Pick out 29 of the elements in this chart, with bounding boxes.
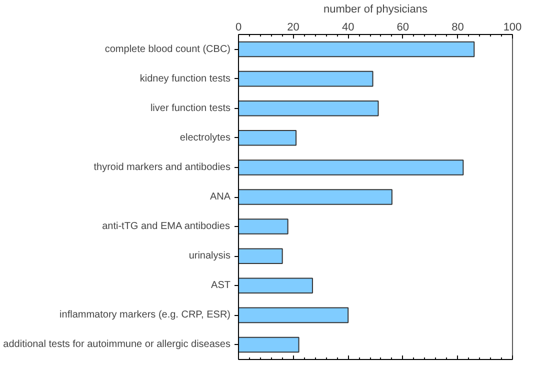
bar <box>238 70 374 87</box>
bar <box>238 248 283 264</box>
x-tick-label: 100 <box>503 22 522 34</box>
y-tick-label: kidney function tests <box>140 73 231 84</box>
bar <box>238 100 379 116</box>
y-tick-label: additional tests for autoimmune or allergic diseases <box>3 339 231 350</box>
y-tick-label: inflammatory markers (e.g. CRP, ESR) <box>60 310 230 321</box>
bar <box>238 336 300 353</box>
bar <box>238 130 297 146</box>
x-axis-title: number of physicians <box>324 4 428 16</box>
y-tick-label: urinalysis <box>188 250 231 262</box>
bar <box>238 307 349 324</box>
x-tick-label: 60 <box>396 22 410 34</box>
x-tick-label: 0 <box>235 22 242 34</box>
y-tick-label: complete blood count (CBC) <box>104 44 231 55</box>
x-tick-label: 20 <box>287 22 300 34</box>
y-tick-label: electrolytes <box>180 132 230 144</box>
bar <box>238 41 475 58</box>
y-tick-label: anti-tTG and EMA antibodies <box>102 221 230 232</box>
bar <box>238 278 313 294</box>
bar <box>238 189 392 205</box>
y-tick-label: liver function tests <box>150 102 231 114</box>
x-tick-label: 80 <box>452 22 464 34</box>
bar <box>238 218 288 234</box>
y-tick-label: AST <box>211 280 231 292</box>
bar <box>238 160 464 176</box>
x-tick-label: 40 <box>342 22 354 34</box>
y-tick-label: thyroid markers and antibodies <box>94 162 231 173</box>
y-tick-label: ANA <box>210 192 231 202</box>
